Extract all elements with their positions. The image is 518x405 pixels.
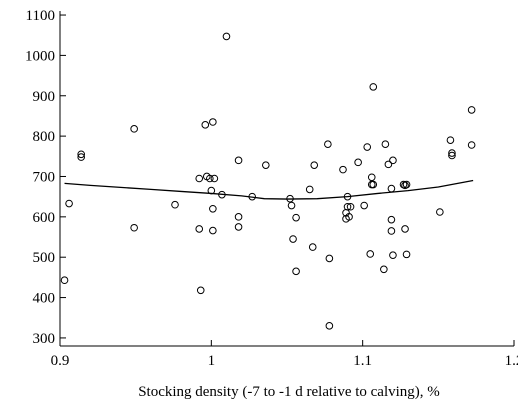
data-point xyxy=(292,213,300,222)
data-point xyxy=(448,151,456,160)
data-point xyxy=(310,161,319,169)
data-point xyxy=(286,194,294,203)
data-point xyxy=(210,174,219,183)
x-tick-label: 1 xyxy=(208,353,216,369)
data-point xyxy=(209,226,217,235)
y-axis-ticks: 300 400 500 600 700 800 900 1000 1100 xyxy=(25,8,66,347)
data-point xyxy=(467,141,476,149)
y-tick-label: 600 xyxy=(33,210,56,226)
y-tick-label: 500 xyxy=(33,250,56,266)
data-points-layer xyxy=(60,32,476,330)
data-point xyxy=(209,204,217,213)
data-point xyxy=(343,192,352,201)
data-point xyxy=(446,136,455,144)
y-tick-label: 900 xyxy=(33,89,56,105)
data-point xyxy=(387,215,396,224)
data-point xyxy=(436,208,444,216)
data-point xyxy=(343,202,352,211)
data-point xyxy=(289,235,297,243)
x-tick-label: 0.9 xyxy=(51,353,70,369)
data-point xyxy=(339,165,347,174)
x-axis-ticks: 0.9 1 1.1 1.2 xyxy=(51,340,518,369)
data-point xyxy=(234,213,243,221)
data-point xyxy=(65,199,73,208)
trend-line-layer xyxy=(64,179,474,200)
data-point xyxy=(354,158,362,167)
y-tick-label: 1100 xyxy=(26,8,55,24)
data-point xyxy=(369,83,378,91)
y-tick-label: 300 xyxy=(33,331,56,347)
data-point xyxy=(324,140,332,148)
data-point xyxy=(325,254,334,263)
data-point xyxy=(402,180,411,189)
data-point xyxy=(248,192,256,201)
data-point xyxy=(384,160,393,169)
data-point xyxy=(366,250,375,258)
data-point xyxy=(262,161,270,169)
plot-frame xyxy=(59,11,514,347)
data-point xyxy=(401,181,409,190)
data-point xyxy=(389,156,397,165)
data-point xyxy=(467,106,476,114)
data-point xyxy=(171,200,179,209)
y-tick-label: 1000 xyxy=(25,48,55,64)
data-point xyxy=(196,286,205,295)
y-tick-label: 700 xyxy=(33,169,56,185)
x-tick-label: 1.2 xyxy=(505,353,518,369)
data-point xyxy=(399,180,408,189)
y-tick-label: 800 xyxy=(33,129,56,145)
data-point xyxy=(207,186,216,195)
data-point xyxy=(325,322,334,330)
data-point xyxy=(389,251,397,259)
data-point xyxy=(402,250,411,259)
data-point xyxy=(345,213,353,221)
x-axis-title: Stocking density (-7 to -1 d relative to… xyxy=(138,384,440,400)
data-point xyxy=(369,180,378,189)
data-point xyxy=(308,243,317,251)
data-point xyxy=(363,143,372,151)
data-point xyxy=(292,267,300,276)
data-point xyxy=(380,265,388,274)
data-point xyxy=(401,225,409,233)
data-point xyxy=(305,185,314,194)
data-point xyxy=(195,174,204,183)
trend-line xyxy=(64,179,474,200)
data-point xyxy=(201,121,210,129)
data-point xyxy=(381,140,390,148)
data-point xyxy=(206,174,214,183)
data-point xyxy=(387,184,396,193)
data-point xyxy=(387,227,396,235)
data-point xyxy=(360,201,368,210)
y-tick-label: 400 xyxy=(33,291,56,307)
data-point xyxy=(287,201,296,210)
data-point xyxy=(222,32,231,41)
data-point xyxy=(77,153,85,161)
data-point xyxy=(209,118,217,126)
data-point xyxy=(195,225,204,233)
data-point xyxy=(130,223,138,232)
data-point xyxy=(218,190,226,199)
data-point xyxy=(367,180,376,189)
data-point xyxy=(77,150,85,159)
data-point xyxy=(234,156,243,165)
data-point xyxy=(130,125,138,133)
data-point xyxy=(346,202,355,211)
data-point xyxy=(234,223,243,231)
data-point xyxy=(367,173,376,182)
x-tick-label: 1.1 xyxy=(353,353,372,369)
data-point xyxy=(448,149,456,157)
data-point xyxy=(60,276,69,285)
